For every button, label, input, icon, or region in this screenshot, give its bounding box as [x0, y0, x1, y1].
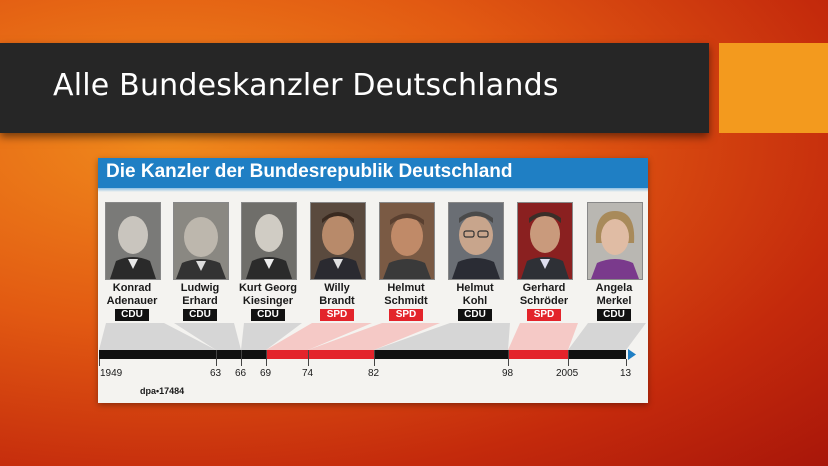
year-label: 63: [210, 368, 222, 379]
year-label: 1949: [100, 368, 123, 379]
party-badge-kohl: CDU: [458, 309, 492, 321]
year-label: 69: [260, 368, 272, 379]
chancellor-graphic: Die Kanzler der Bundesrepublik Deutschla…: [98, 158, 648, 403]
name-kohl: Helmut Kohl: [456, 282, 494, 307]
portrait-erhard: [173, 202, 229, 280]
accent-box: [719, 43, 828, 133]
party-badge-adenauer: CDU: [115, 309, 149, 321]
connector-schroeder: [508, 323, 578, 350]
name-schroeder: Gerhard Schröder: [519, 282, 569, 307]
party-badge-schmidt: SPD: [389, 309, 423, 321]
chancellor-kiesinger: Kurt Georg Kiesinger CDU: [238, 202, 298, 330]
timeline-segment-schroeder: [508, 350, 568, 359]
year-label: 74: [302, 368, 314, 379]
name-erhard: Ludwig Erhard: [180, 282, 220, 307]
chancellor-adenauer: Konrad Adenauer CDU: [102, 202, 162, 330]
connector-adenauer: [99, 323, 216, 350]
name-kiesinger: Kurt Georg Kiesinger: [238, 282, 298, 307]
connector-merkel: [568, 323, 646, 350]
name-schmidt: Helmut Schmidt: [384, 282, 428, 307]
year-label: 66: [235, 368, 247, 379]
chancellor-erhard: Ludwig Erhard CDU: [170, 202, 230, 330]
portrait-schroeder: [517, 202, 573, 280]
party-badge-kiesinger: CDU: [251, 309, 285, 321]
connector-kiesinger: [241, 323, 302, 350]
timeline-segment-schmidt: [308, 350, 374, 359]
chancellor-kohl: Helmut Kohl CDU: [445, 202, 505, 330]
year-label: 2005: [556, 368, 579, 379]
timeline-segment-adenauer: [99, 350, 216, 359]
timeline-segment-brandt: [266, 350, 308, 359]
connector-kohl: [374, 323, 510, 350]
portrait-schmidt: [379, 202, 435, 280]
timeline: [99, 323, 646, 366]
year-label: 13: [620, 368, 632, 379]
party-badge-erhard: CDU: [183, 309, 217, 321]
portrait-brandt: [310, 202, 366, 280]
party-badge-merkel: CDU: [597, 309, 631, 321]
name-brandt: Willy Brandt: [319, 282, 355, 307]
connector-erhard: [174, 323, 241, 350]
chancellor-schroeder: Gerhard Schröder SPD: [514, 202, 574, 330]
year-label: 98: [502, 368, 514, 379]
party-badge-schroeder: SPD: [527, 309, 561, 321]
portrait-adenauer: [105, 202, 161, 280]
connector-brandt: [266, 323, 372, 350]
portrait-kiesinger: [241, 202, 297, 280]
timeline-segment-merkel: [568, 350, 626, 359]
connector-schmidt: [308, 323, 440, 350]
chancellor-brandt: Willy Brandt SPD: [307, 202, 367, 330]
name-adenauer: Konrad Adenauer: [106, 282, 158, 307]
chancellor-merkel: Angela Merkel CDU: [584, 202, 644, 330]
graphic-title: Die Kanzler der Bundesrepublik Deutschla…: [106, 161, 513, 182]
graphic-header: Die Kanzler der Bundesrepublik Deutschla…: [98, 158, 648, 188]
timeline-segment-kiesinger: [241, 350, 266, 359]
timeline-segment-kohl: [374, 350, 508, 359]
source-credit: dpa•17484: [140, 386, 185, 396]
timeline-segment-erhard: [216, 350, 241, 359]
header-stripe: [98, 188, 648, 192]
name-merkel: Angela Merkel: [595, 282, 633, 307]
year-label: 82: [368, 368, 380, 379]
title-bar: Alle Bundeskanzler Deutschlands: [0, 43, 709, 133]
chancellor-schmidt: Helmut Schmidt SPD: [376, 202, 436, 330]
timeline-arrow: [628, 349, 636, 360]
portrait-merkel: [587, 202, 643, 280]
party-badge-brandt: SPD: [320, 309, 354, 321]
slide-title: Alle Bundeskanzler Deutschlands: [53, 68, 559, 103]
portrait-kohl: [448, 202, 504, 280]
